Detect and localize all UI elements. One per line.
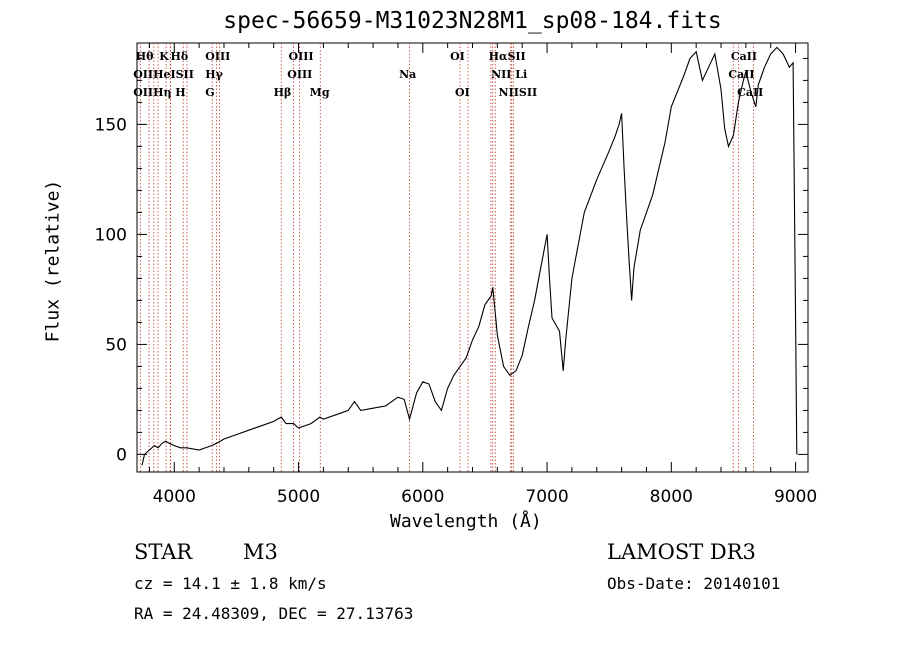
line-marker-label: CaII [731, 50, 757, 63]
coordinates: RA = 24.48309, DEC = 27.13763 [134, 604, 414, 623]
line-marker-label: Hδ [170, 50, 188, 63]
line-marker-label: Hγ [205, 68, 223, 81]
line-marker-label: OIII [289, 50, 314, 63]
line-marker-label: NII Li [491, 68, 527, 81]
object-class: STAR [134, 540, 193, 564]
observation-date: Obs-Date: 20140101 [607, 574, 781, 593]
chart-title: spec-56659-M31023N28M1_sp08-184.fits [223, 8, 722, 34]
line-marker-label: OIII [287, 68, 312, 81]
survey-name: LAMOST DR3 [607, 540, 756, 564]
line-marker-label: CaII [728, 68, 754, 81]
x-tick-label: 4000 [153, 487, 196, 507]
x-axis-label: Wavelength (Å) [390, 511, 542, 532]
y-tick-label: 50 [105, 335, 127, 355]
y-axis-label: Flux (relative) [42, 179, 64, 343]
y-tick-label: 150 [95, 115, 127, 135]
line-marker-label: OIIHη H [133, 86, 186, 99]
y-tick-label: 0 [116, 445, 127, 465]
spectrum-line [141, 46, 798, 466]
line-marker-label: Hθ [136, 50, 154, 63]
line-marker-label: K [159, 50, 169, 63]
line-marker-label: G [205, 86, 214, 99]
x-tick-label: 6000 [401, 487, 444, 507]
line-marker-label: Mg [310, 86, 330, 99]
plot-frame [136, 42, 809, 473]
line-marker-label: OI [455, 86, 470, 99]
line-marker-label: Na [399, 68, 416, 81]
x-tick-label: 8000 [650, 487, 693, 507]
x-tick-label: 5000 [277, 487, 320, 507]
redshift-value: cz = 14.1 ± 1.8 km/s [134, 574, 327, 593]
line-marker-label: OI [450, 50, 465, 63]
y-axis-ticks: 0 50 100 150 [95, 57, 808, 465]
line-markers [139, 43, 754, 472]
line-marker-label: Hβ [274, 86, 292, 99]
line-marker-label: HαSII [489, 50, 526, 63]
y-tick-label: 100 [95, 225, 127, 245]
line-marker-labels: Hθ K Hδ OIII OIII OI HαSII CaII OIIHeISII Hγ OIII N… [133, 50, 763, 99]
subclass: M3 [243, 540, 278, 564]
x-tick-label: 9000 [774, 487, 817, 507]
line-marker-label: NIISII [499, 86, 538, 99]
x-axis-ticks: 4000 5000 6000 7000 8000 9000 [148, 43, 817, 507]
line-marker-label: OIIHeISII [133, 68, 194, 81]
line-marker-label: OIII [205, 50, 230, 63]
x-tick-label: 7000 [525, 487, 568, 507]
